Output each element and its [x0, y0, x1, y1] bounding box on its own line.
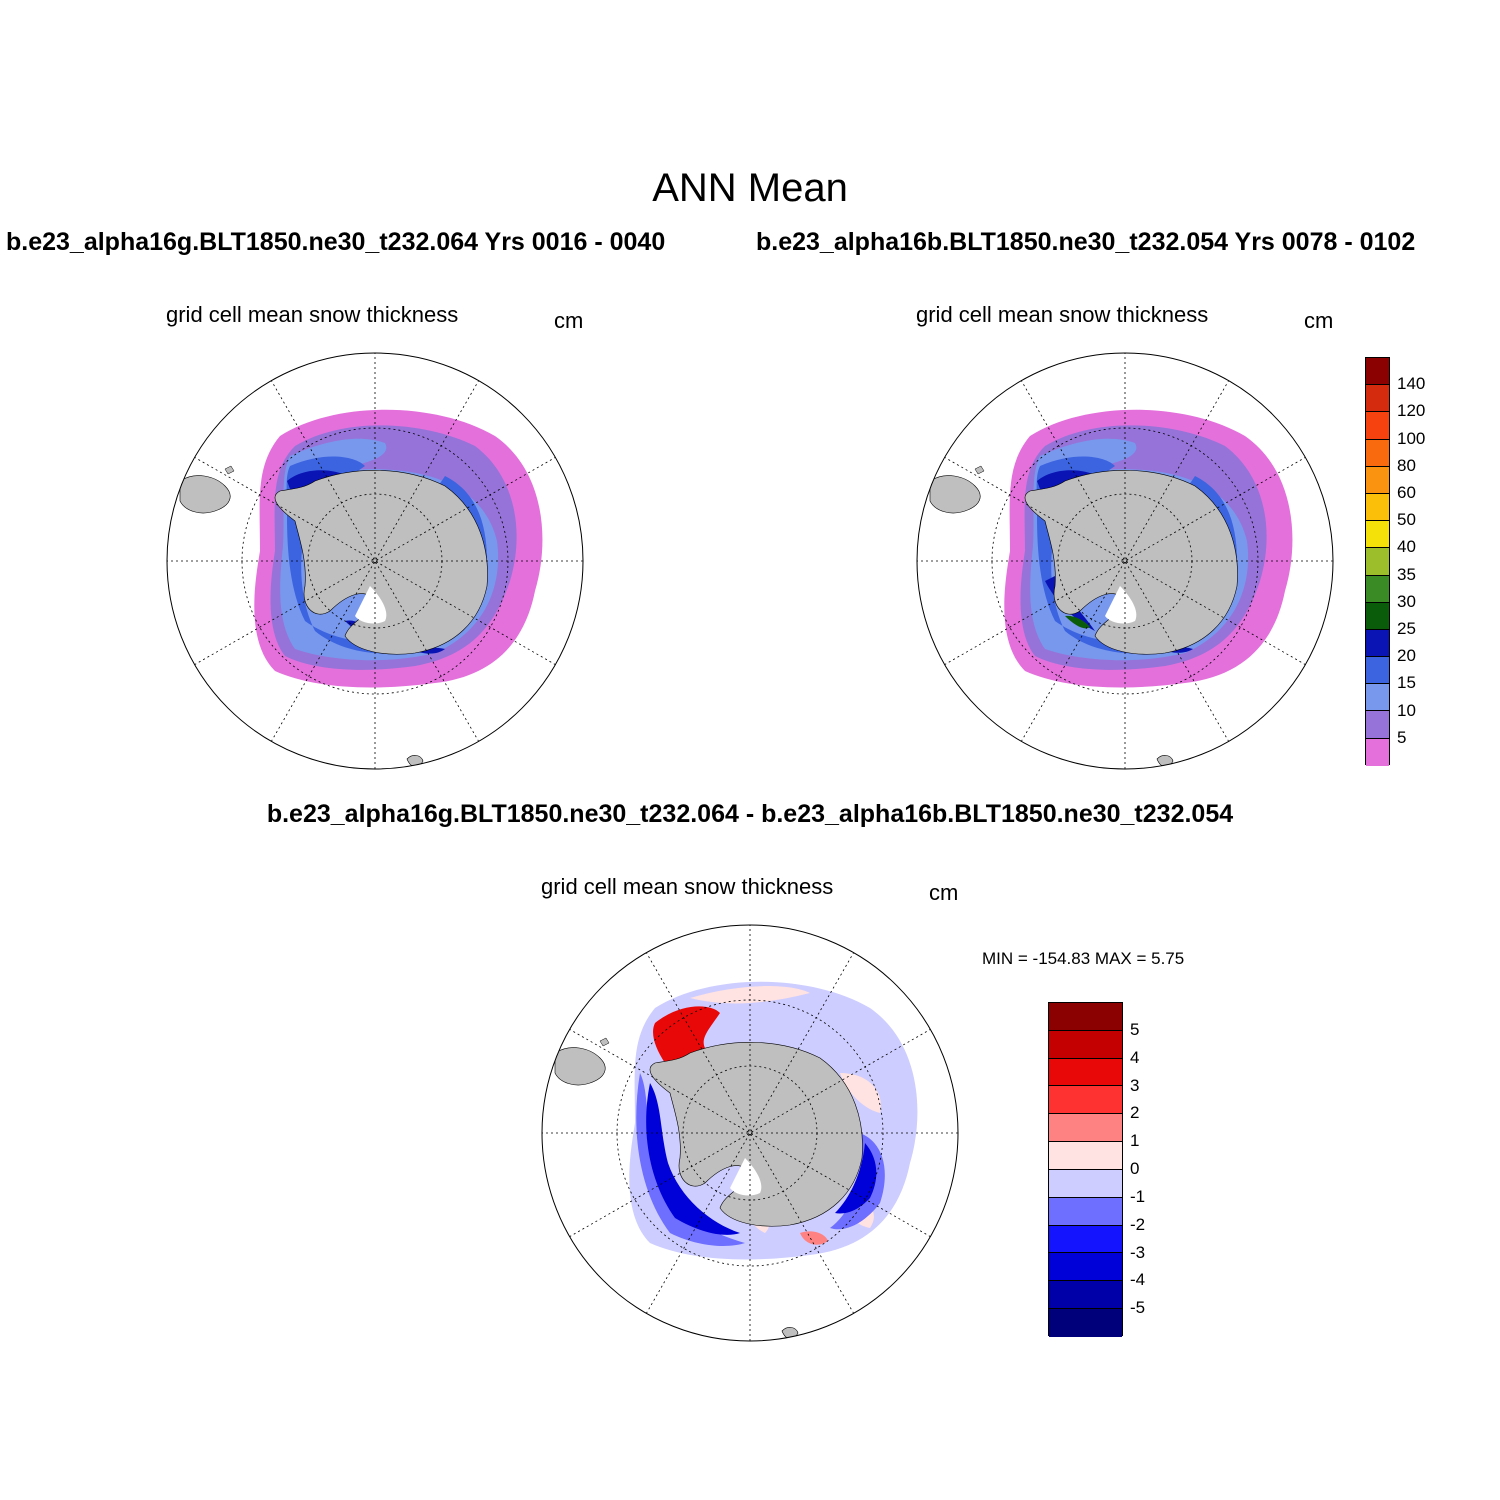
colorbar-swatch: [1366, 711, 1389, 739]
colorbar-swatch: [1366, 684, 1389, 712]
colorbar-tick-label: 1: [1130, 1131, 1140, 1151]
snow-colorbar: [1365, 357, 1390, 766]
colorbar-tick-label: 40: [1397, 537, 1416, 557]
figure-title: ANN Mean: [652, 166, 848, 210]
map-boundary: [541, 924, 959, 1342]
colorbar-tick-label: 140: [1397, 374, 1426, 394]
colorbar-swatch: [1366, 466, 1389, 494]
colorbar-tick-label: 0: [1130, 1159, 1140, 1178]
diff-units-label: cm: [929, 880, 959, 905]
colorbar-swatch: [1366, 738, 1389, 766]
colorbar-swatch: [1366, 439, 1389, 467]
colorbar-swatch: [1049, 1309, 1122, 1337]
colorbar-swatch: [1366, 602, 1389, 630]
ross-ice-shelf: [730, 1158, 762, 1196]
difference-title: b.e23_alpha16g.BLT1850.ne30_t232.064 - b…: [266, 800, 1234, 828]
colorbar-tick-label: 60: [1397, 483, 1416, 502]
case-a-variable-label: grid cell mean snow thickness: [166, 302, 459, 327]
case-b-variable-label: grid cell mean snow thickness: [916, 302, 1209, 327]
colorbar-tick-label: -2: [1130, 1214, 1146, 1234]
colorbar-tick-label: 50: [1397, 510, 1416, 530]
colorbar-tick-label: 5: [1397, 727, 1407, 747]
colorbar-tick-label: 5: [1130, 1019, 1140, 1039]
map-difference: [541, 924, 959, 1342]
colorbar-swatch: [1049, 1197, 1122, 1226]
colorbar-tick-label: 2: [1130, 1103, 1140, 1123]
colorbar-swatch: [1049, 1030, 1122, 1059]
colorbar-swatch: [1049, 1003, 1122, 1031]
difference-colorbar: [1048, 1002, 1123, 1337]
map-case-a: [166, 352, 584, 770]
colorbar-tick-label: 100: [1397, 428, 1426, 448]
colorbar-tick-label: 80: [1397, 455, 1416, 475]
colorbar-swatch: [1049, 1114, 1122, 1143]
colorbar-tick-label: -3: [1130, 1242, 1146, 1262]
colorbar-swatch: [1366, 548, 1389, 576]
colorbar-tick-label: -5: [1130, 1298, 1146, 1318]
colorbar-swatch: [1049, 1058, 1122, 1087]
colorbar-tick-label: 25: [1397, 619, 1416, 638]
ross-ice-shelf: [355, 586, 387, 624]
colorbar-swatch: [1366, 629, 1389, 658]
colorbar-tick-label: -1: [1130, 1186, 1146, 1206]
case-a-title: b.e23_alpha16g.BLT1850.ne30_t232.064 Yrs…: [6, 228, 666, 256]
falkland-island: [224, 465, 235, 475]
map-case-b: [916, 352, 1334, 770]
colorbar-swatch: [1366, 657, 1389, 685]
south-america-land: [929, 475, 981, 514]
colorbar-tick-label: 30: [1397, 591, 1416, 611]
colorbar-tick-label: 35: [1397, 564, 1416, 584]
colorbar-swatch: [1049, 1281, 1122, 1310]
colorbar-swatch: [1049, 1086, 1122, 1115]
colorbar-swatch: [1366, 575, 1389, 603]
colorbar-tick-label: 3: [1130, 1075, 1140, 1095]
colorbar-swatch: [1366, 385, 1389, 413]
colorbar-swatch: [1049, 1253, 1122, 1282]
map-boundary: [166, 352, 584, 770]
colorbar-tick-label: 120: [1397, 401, 1426, 421]
case-b-title: b.e23_alpha16b.BLT1850.ne30_t232.054 Yrs…: [756, 228, 1416, 256]
falkland-island: [599, 1037, 610, 1047]
case-a-units-label: cm: [554, 308, 584, 333]
diff-variable-label: grid cell mean snow thickness: [541, 874, 834, 899]
colorbar-tick-label: 4: [1130, 1047, 1140, 1067]
colorbar-swatch: [1049, 1169, 1122, 1198]
colorbar-swatch: [1049, 1225, 1122, 1254]
colorbar-swatch: [1366, 493, 1389, 522]
colorbar-swatch: [1049, 1142, 1122, 1170]
colorbar-swatch: [1366, 521, 1389, 549]
south-america-land: [554, 1047, 606, 1086]
colorbar-tick-label: -4: [1130, 1270, 1146, 1290]
min-max-readout: MIN = -154.83 MAX = 5.75: [982, 949, 1185, 968]
south-america-land: [179, 475, 231, 514]
ross-ice-shelf: [1105, 586, 1137, 624]
map-boundary: [916, 352, 1334, 770]
colorbar-tick-label: 15: [1397, 673, 1416, 693]
colorbar-swatch: [1366, 358, 1389, 386]
falkland-island: [974, 465, 985, 475]
colorbar-tick-label: 20: [1397, 646, 1416, 666]
colorbar-tick-label: 10: [1397, 700, 1416, 720]
colorbar-swatch: [1366, 412, 1389, 440]
case-b-units-label: cm: [1304, 308, 1334, 333]
